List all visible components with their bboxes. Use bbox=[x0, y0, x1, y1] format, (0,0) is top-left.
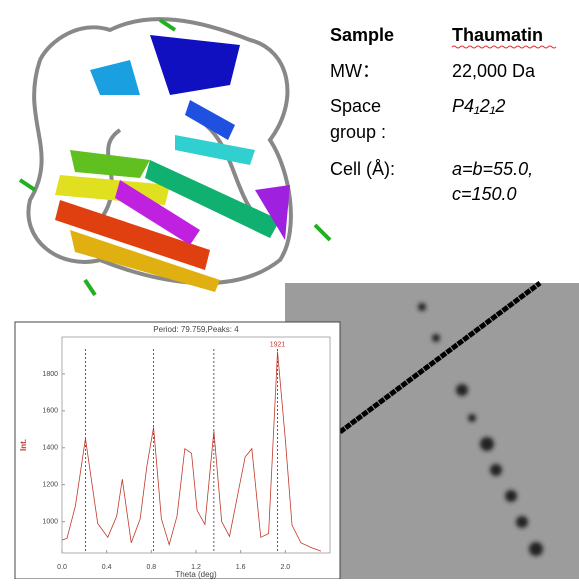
x-tick-label: 1.2 bbox=[191, 564, 201, 571]
chart-title: Period: 79.759,Peaks: 4 bbox=[153, 325, 239, 334]
x-tick-label: 0.0 bbox=[57, 564, 67, 571]
y-axis-label: Int. bbox=[19, 439, 28, 451]
space-group-label: Space bbox=[330, 96, 381, 116]
cell-value: c=150.0 bbox=[452, 184, 517, 204]
sample-info: Sample Thaumatin MW： 22,000 Da Space gro… bbox=[330, 25, 557, 204]
y-tick-label: 1400 bbox=[42, 445, 58, 452]
mw-label: MW： bbox=[330, 61, 380, 81]
mw-value: 22,000 Da bbox=[452, 61, 536, 81]
chart-panel bbox=[14, 321, 341, 580]
spell-underline bbox=[451, 45, 557, 49]
x-tick-label: 0.4 bbox=[102, 564, 112, 571]
space-group-value: P4₁2₁2 bbox=[452, 96, 505, 116]
x-tick-label: 2.0 bbox=[280, 564, 290, 571]
data-line bbox=[61, 351, 322, 552]
x-tick-label: 1.6 bbox=[236, 564, 246, 571]
peak-label: 1921 bbox=[270, 341, 286, 348]
x-axis-label: Theta (deg) bbox=[175, 570, 217, 579]
y-tick-label: 1600 bbox=[42, 408, 58, 415]
header-value: Thaumatin bbox=[452, 25, 543, 45]
cell-value: a=b=55.0, bbox=[452, 159, 533, 179]
x-tick-label: 0.8 bbox=[146, 564, 156, 571]
y-tick-label: 1800 bbox=[42, 371, 58, 378]
protein-structure bbox=[18, 17, 332, 297]
cell-label: Cell (Å): bbox=[330, 159, 395, 179]
space-group-label: group : bbox=[330, 122, 386, 142]
header-label: Sample bbox=[330, 25, 394, 45]
y-tick-label: 1000 bbox=[42, 518, 58, 525]
y-tick-label: 1200 bbox=[42, 482, 58, 489]
